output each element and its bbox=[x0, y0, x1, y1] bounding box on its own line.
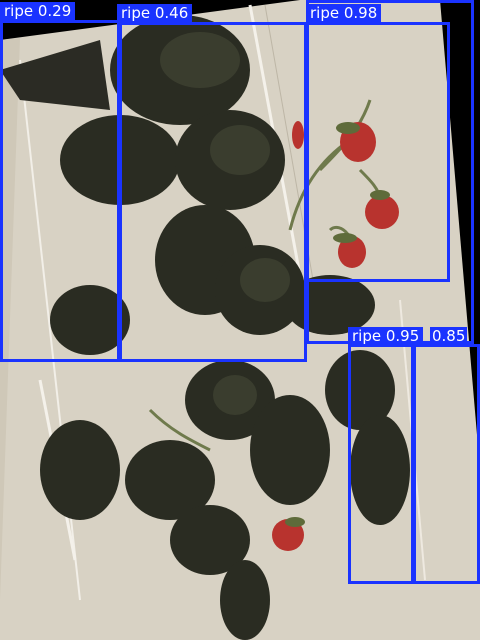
detection-label-5: ripe 0.95 bbox=[348, 327, 424, 345]
detection-box-4 bbox=[306, 0, 474, 344]
detection-label-6: 0.85 bbox=[430, 327, 468, 345]
detection-label-1: ripe 0.29 bbox=[0, 2, 76, 20]
detection-box-2 bbox=[117, 22, 307, 362]
detection-label-2: ripe 0.46 bbox=[117, 4, 193, 22]
detection-label-3: ripe 0.98 bbox=[306, 4, 382, 22]
detection-box-6 bbox=[411, 344, 480, 584]
detection-box-1 bbox=[0, 20, 122, 362]
detection-box-5 bbox=[348, 344, 416, 584]
